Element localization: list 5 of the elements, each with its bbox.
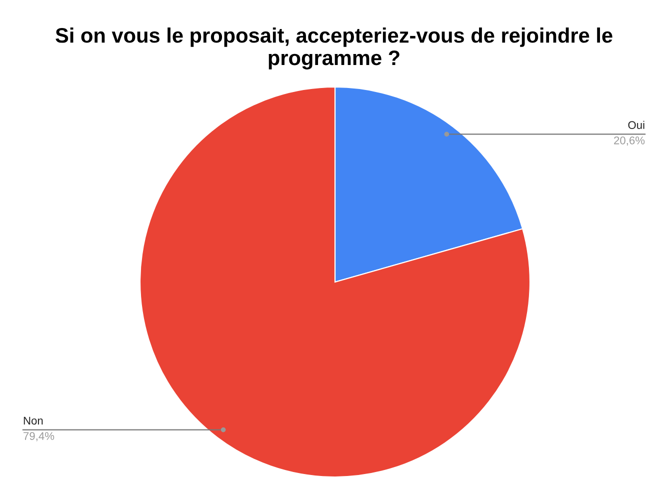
slice-label: Oui — [628, 120, 644, 130]
chart-title: Si on vous le proposait, accepteriez-vous de rejoindre le programme ? — [56, 28, 612, 70]
data-label: 79,4% — [24, 432, 54, 442]
slice-label: Non — [24, 416, 43, 425]
data-label: 20,6% — [614, 136, 645, 146]
